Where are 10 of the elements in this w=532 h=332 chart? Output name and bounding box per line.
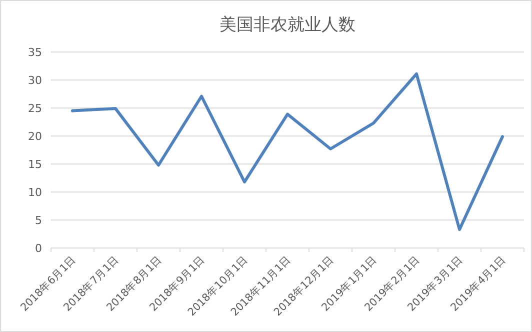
y-tick-label: 0 (35, 242, 42, 255)
chart-title: 美国非农就业人数 (220, 15, 356, 35)
y-tick-label: 10 (28, 186, 42, 199)
y-tick-label: 5 (35, 214, 42, 227)
y-tick-label: 35 (28, 46, 42, 59)
line-series (71, 72, 504, 232)
y-tick-label: 15 (28, 158, 42, 171)
y-tick-label: 25 (28, 102, 42, 115)
y-tick-label: 20 (28, 130, 42, 143)
y-tick-label: 30 (28, 74, 42, 87)
